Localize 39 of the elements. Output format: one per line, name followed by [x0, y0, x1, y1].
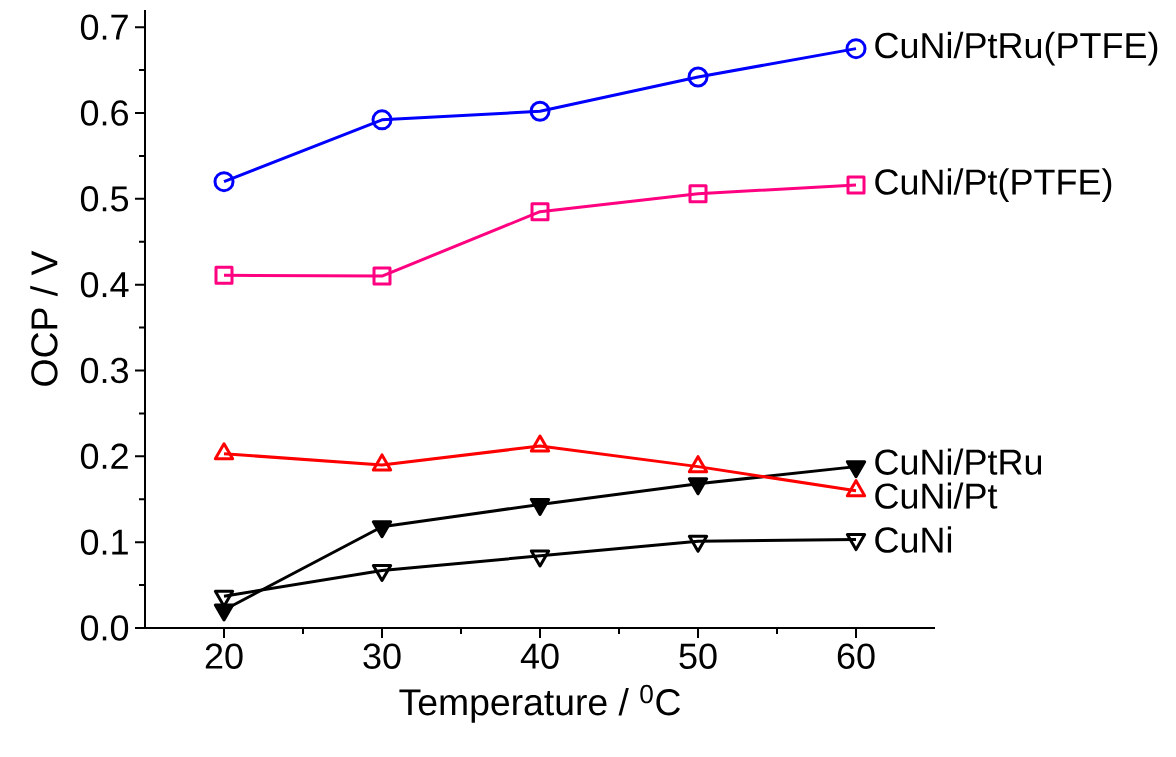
- y-axis-title: OCP / V: [30, 250, 58, 386]
- point: [213, 603, 235, 622]
- y-tick-label: 0.4: [80, 271, 129, 298]
- y-tick-label: 0.1: [80, 529, 128, 555]
- point: [688, 184, 708, 204]
- y-tick-label: 0.0: [80, 615, 129, 641]
- y-tick-label: 0.2: [80, 443, 128, 470]
- point: [845, 533, 867, 552]
- point: [529, 497, 551, 516]
- point: [687, 534, 709, 553]
- x-tick-label: 60: [837, 643, 875, 669]
- series-label: CuNi/PtRu: [875, 448, 1042, 475]
- y-tick-label: 0.3: [80, 357, 128, 384]
- point: [372, 266, 392, 286]
- series-label: CuNi/Pt(PTFE): [875, 168, 1112, 202]
- point: [214, 265, 234, 285]
- point: [529, 100, 551, 122]
- series-label: CuNi: [875, 526, 952, 553]
- point: [687, 66, 709, 88]
- y-tick-label: 0.7: [80, 14, 128, 40]
- point: [845, 38, 867, 60]
- point: [845, 460, 867, 479]
- y-tick-label: 0.5: [80, 186, 129, 212]
- series-label: CuNi/PtRu(PTFE): [875, 31, 1158, 66]
- point: [687, 477, 709, 496]
- point: [371, 109, 393, 131]
- point: [371, 520, 393, 539]
- point: [846, 175, 866, 195]
- x-axis-title: Temperature / $^{0}$C: [399, 684, 681, 723]
- point: [529, 549, 551, 568]
- x-tick-label: 30: [363, 643, 401, 669]
- point: [213, 171, 235, 193]
- point: [371, 563, 393, 582]
- point: [530, 202, 550, 222]
- x-tick-label: 50: [679, 643, 717, 669]
- series-label: CuNi/Pt: [875, 482, 998, 509]
- x-tick-label: 20: [205, 643, 243, 669]
- y-tick-label: 0.6: [80, 100, 128, 126]
- x-tick-label: 40: [520, 643, 559, 669]
